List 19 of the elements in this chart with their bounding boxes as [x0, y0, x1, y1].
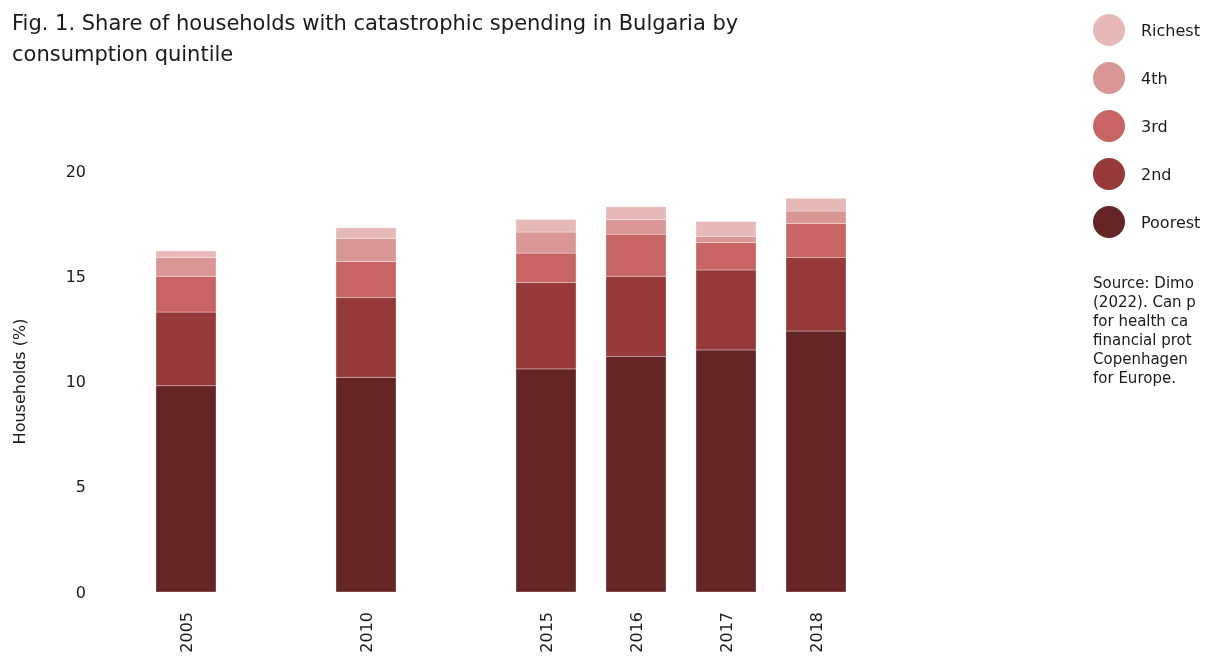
x-tick-label: 2005	[176, 612, 196, 653]
y-tick-label: 20	[65, 161, 86, 181]
x-tick-label: 2017	[716, 612, 736, 653]
legend-label: Richest	[1141, 20, 1200, 40]
legend-label: 2nd	[1141, 164, 1172, 184]
y-tick-label: 5	[75, 477, 86, 497]
x-tick-label: 2016	[626, 612, 646, 653]
legend-label: 4th	[1141, 68, 1168, 88]
x-tick-label: 2015	[536, 612, 556, 653]
y-tick-label: 15	[65, 266, 86, 286]
x-tick-label: 2010	[356, 612, 376, 653]
legend-label: 3rd	[1141, 116, 1168, 136]
y-axis-title: Households (%)	[10, 318, 29, 445]
y-tick-label: 10	[65, 372, 86, 392]
legend-label: Poorest	[1141, 212, 1201, 232]
chart-title: Fig. 1. Share of households with catastrophic spending in Bulgaria by consumption quintile	[12, 11, 739, 66]
y-tick-label: 0	[75, 582, 86, 602]
x-tick-label: 2018	[806, 612, 826, 653]
source-note: Source: Dimo (2022). Can p for health ca financial prot Copenhagen for Europe.	[1093, 274, 1196, 387]
